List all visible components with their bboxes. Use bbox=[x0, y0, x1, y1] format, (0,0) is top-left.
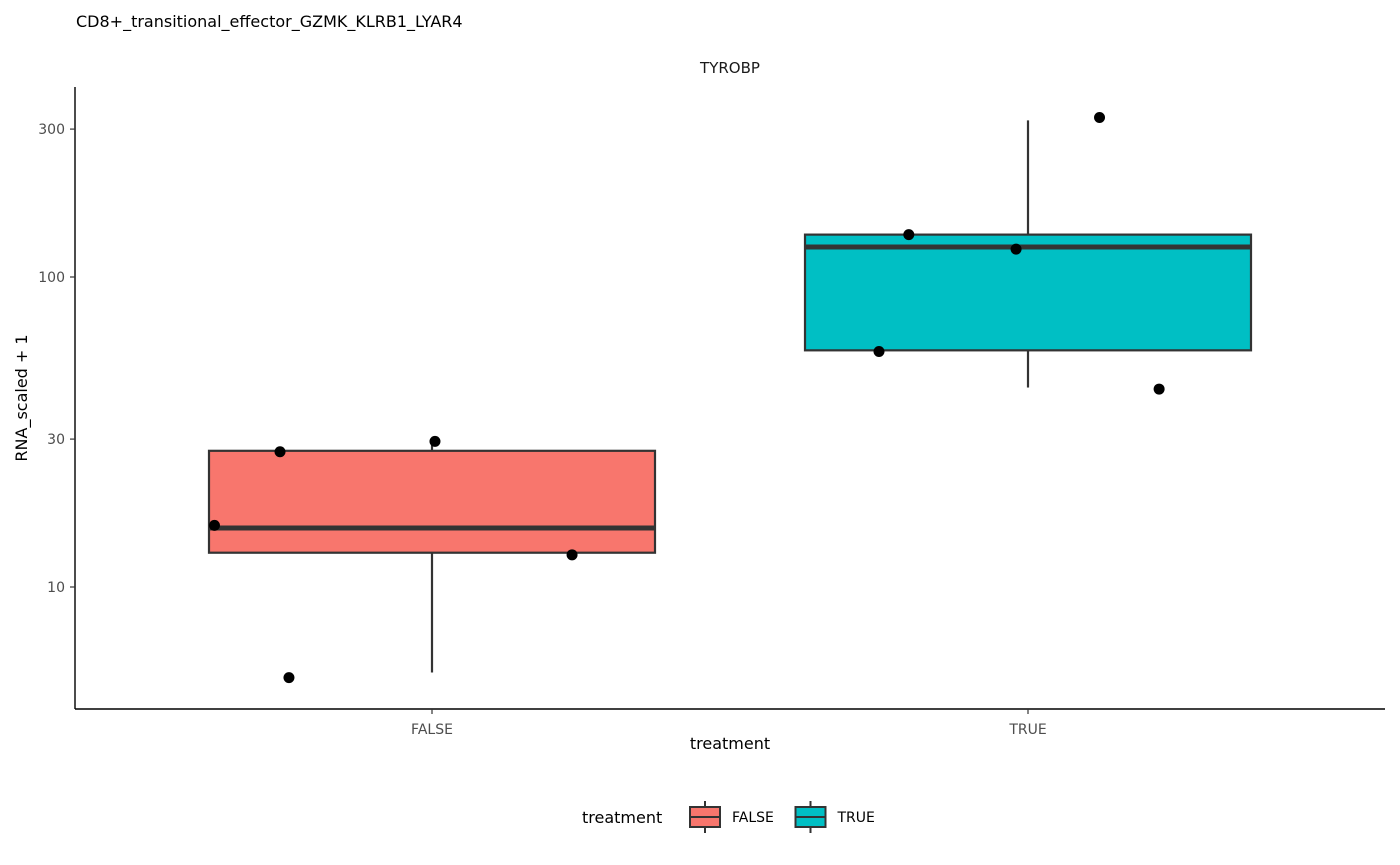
box-body bbox=[803, 233, 1253, 352]
x-tick-label: TRUE bbox=[1008, 722, 1046, 738]
x-tick-label: FALSE bbox=[411, 722, 453, 738]
data-point bbox=[208, 519, 220, 531]
y-tick-label: 100 bbox=[38, 270, 65, 286]
panel-strip-label: TYROBP bbox=[699, 59, 760, 77]
chart-title: CD8+_transitional_effector_GZMK_KLRB1_LY… bbox=[76, 12, 463, 32]
points-layer bbox=[208, 111, 1165, 684]
data-point bbox=[283, 672, 295, 684]
y-tick-label: 30 bbox=[47, 432, 65, 448]
data-point bbox=[566, 549, 578, 561]
box-body bbox=[207, 449, 657, 554]
y-tick-label: 10 bbox=[47, 580, 65, 596]
legend-label: TRUE bbox=[837, 810, 875, 826]
data-point bbox=[903, 229, 915, 241]
legend-entry-false: FALSE bbox=[689, 801, 774, 833]
box-false bbox=[207, 441, 657, 673]
legend-title: treatment bbox=[582, 808, 662, 827]
data-point bbox=[274, 446, 286, 458]
y-tick-label: 300 bbox=[38, 122, 65, 138]
box-true bbox=[803, 120, 1253, 388]
legend-label: FALSE bbox=[732, 810, 774, 826]
data-point bbox=[873, 346, 885, 358]
data-point bbox=[1010, 243, 1022, 255]
x-axis-ticks: FALSE TRUE bbox=[411, 709, 1047, 738]
legend-entry-true: TRUE bbox=[794, 801, 875, 833]
legend: treatment FALSE TRUE bbox=[582, 801, 875, 833]
data-point bbox=[1153, 383, 1165, 395]
data-point bbox=[1094, 111, 1106, 123]
boxes-layer bbox=[207, 120, 1253, 673]
x-axis-title: treatment bbox=[690, 734, 770, 753]
data-point bbox=[429, 435, 441, 447]
y-axis-ticks: 10 30 100 300 bbox=[38, 122, 75, 596]
axes-layer bbox=[74, 87, 1385, 710]
y-axis-title: RNA_scaled + 1 bbox=[12, 334, 32, 461]
